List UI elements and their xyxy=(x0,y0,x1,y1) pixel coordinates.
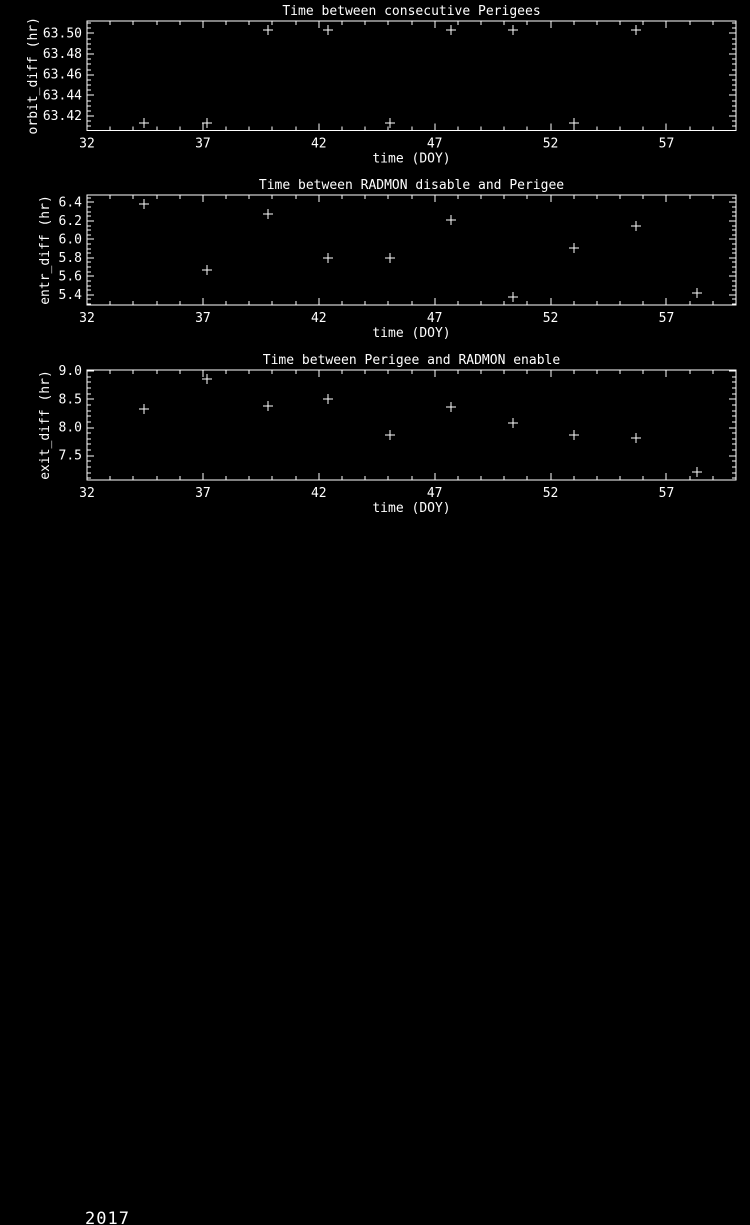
data-point-marker xyxy=(202,118,212,128)
axis-frame xyxy=(86,20,737,131)
x-tick-label: 42 xyxy=(311,137,327,152)
y-tick-label: 63.50 xyxy=(43,26,82,41)
x-tick-label: 52 xyxy=(543,486,559,501)
data-point-marker xyxy=(446,402,456,412)
scatter-plot-3: 32 37 42 47 52 57 7.5 8.0 8.5 9.0 Time between Per… xyxy=(38,353,737,516)
y-tick-label: 5.8 xyxy=(59,251,82,266)
x-tick-label: 42 xyxy=(311,486,327,501)
y-tick-label: 5.6 xyxy=(59,269,82,284)
scatter-plot-2: 32 37 42 47 52 57 5.4 5.6 5.8 6.0 6.2 6.4 Time betwe… xyxy=(38,178,737,341)
data-points xyxy=(139,374,702,477)
data-point-marker xyxy=(446,25,456,35)
data-point-marker xyxy=(385,118,395,128)
x-tick-label: 52 xyxy=(543,137,559,152)
y-tick-label: 6.2 xyxy=(59,214,82,229)
data-point-marker xyxy=(263,401,273,411)
x-tick-label: 32 xyxy=(79,137,95,152)
data-point-marker xyxy=(202,265,212,275)
y-tick-label: 6.4 xyxy=(59,195,83,210)
data-point-marker xyxy=(139,404,149,414)
scatter-plot-1: 32 37 42 47 52 57 63.42 63.44 63.46 63.48 63.50 Tim… xyxy=(26,4,737,167)
data-point-marker xyxy=(323,253,333,263)
y-tick-label: 8.0 xyxy=(59,421,82,436)
y-tick-label: 9.0 xyxy=(59,364,82,379)
axes xyxy=(86,369,737,481)
x-tick-label: 37 xyxy=(195,311,211,326)
x-tick-label: 42 xyxy=(311,311,327,326)
data-point-marker xyxy=(385,253,395,263)
x-axis-label: time (DOY) xyxy=(372,326,450,341)
y-tick-label: 6.0 xyxy=(59,232,82,247)
x-tick-label: 32 xyxy=(79,311,95,326)
axis-frame xyxy=(86,369,737,481)
data-point-marker xyxy=(508,418,518,428)
x-axis-label: time (DOY) xyxy=(372,501,450,516)
data-point-marker xyxy=(508,25,518,35)
x-tick-label: 32 xyxy=(79,486,95,501)
y-tick-label: 5.4 xyxy=(59,288,83,303)
data-point-marker xyxy=(139,199,149,209)
x-tick-label: 57 xyxy=(659,486,675,501)
data-point-marker xyxy=(139,118,149,128)
data-point-marker xyxy=(631,221,641,231)
x-tick-label: 37 xyxy=(195,137,211,152)
x-tick-label: 57 xyxy=(659,311,675,326)
data-point-marker xyxy=(323,394,333,404)
x-axis-label: time (DOY) xyxy=(372,152,450,167)
y-tick-label: 63.46 xyxy=(43,68,82,83)
data-point-marker xyxy=(631,25,641,35)
data-point-marker xyxy=(323,25,333,35)
plot-title: Time between Perigee and RADMON enable xyxy=(263,353,561,368)
y-tick-label: 63.48 xyxy=(43,47,82,62)
data-point-marker xyxy=(569,430,579,440)
footer-year-label: 2017 xyxy=(85,1209,130,1225)
x-tick-label: 47 xyxy=(427,486,443,501)
data-point-marker xyxy=(385,430,395,440)
axis-frame xyxy=(86,194,737,306)
data-points xyxy=(139,25,641,128)
x-tick-label: 47 xyxy=(427,137,443,152)
y-tick-label: 63.42 xyxy=(43,109,82,124)
x-tick-label: 47 xyxy=(427,311,443,326)
plot-title: Time between RADMON disable and Perigee xyxy=(259,178,564,193)
data-point-marker xyxy=(569,243,579,253)
x-tick-label: 37 xyxy=(195,486,211,501)
data-point-marker xyxy=(569,118,579,128)
x-tick-label: 52 xyxy=(543,311,559,326)
plot-title: Time between consecutive Perigees xyxy=(282,4,540,19)
data-point-marker xyxy=(692,467,702,477)
data-point-marker xyxy=(692,288,702,298)
y-tick-label: 8.5 xyxy=(59,392,82,407)
x-tick-label: 57 xyxy=(659,137,675,152)
data-points xyxy=(139,199,702,302)
y-tick-label: 63.44 xyxy=(43,88,82,103)
data-point-marker xyxy=(631,433,641,443)
y-axis-label: orbit_diff (hr) xyxy=(26,17,41,134)
data-point-marker xyxy=(263,209,273,219)
axes xyxy=(86,194,737,306)
data-point-marker xyxy=(508,292,518,302)
y-axis-label: exit_diff (hr) xyxy=(38,370,53,480)
y-axis-label: entr_diff (hr) xyxy=(38,195,53,305)
axes xyxy=(86,20,737,131)
data-point-marker xyxy=(202,374,212,384)
data-point-marker xyxy=(263,25,273,35)
data-point-marker xyxy=(446,215,456,225)
y-tick-label: 7.5 xyxy=(59,449,82,464)
